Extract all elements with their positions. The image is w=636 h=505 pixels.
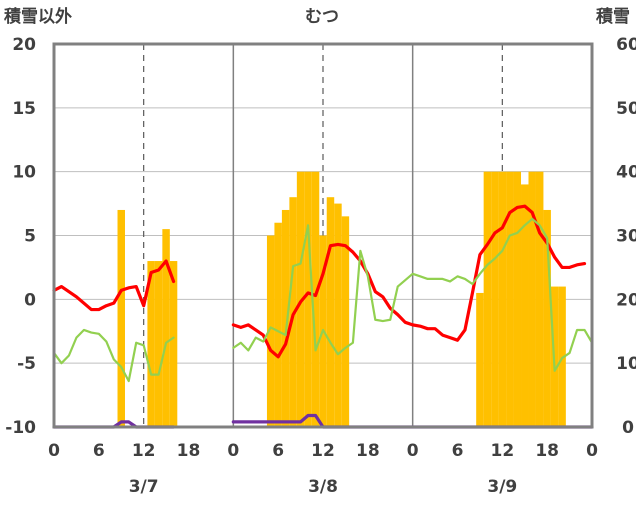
- snow-bar-0: [117, 209, 125, 427]
- snow-bar-2: [154, 261, 163, 427]
- snow-bar-25: [543, 209, 551, 427]
- plot-frame: [52, 42, 594, 429]
- x-tick-label: 12: [490, 441, 514, 461]
- right-tick-label: 40: [616, 163, 636, 183]
- snow-bar-7: [281, 209, 290, 427]
- x-tick-label: 6: [272, 441, 284, 461]
- right-axis-label: 積雪: [596, 6, 630, 27]
- snow-bar-5: [266, 235, 275, 427]
- series-1-line-0: [52, 328, 175, 383]
- snow-bar-24: [535, 171, 544, 427]
- series-0-line-1: [231, 204, 587, 359]
- snow-bar-11: [311, 171, 320, 427]
- x-tick-labels: 0 6 12 18 0 6 12 18 0 6 12 18 0: [48, 441, 598, 461]
- right-tick-label: 0: [622, 418, 634, 438]
- snow-bar-3: [162, 229, 170, 427]
- right-tick-label: 50: [616, 99, 636, 119]
- x-tick-label: 18: [177, 441, 201, 461]
- right-tick-label: 10: [616, 354, 636, 374]
- x-tick-label: 18: [535, 441, 559, 461]
- left-tick-label: 20: [12, 35, 36, 55]
- left-tick-labels: 20 15 10 5 0 -5 -10: [5, 35, 36, 438]
- snow-bar-20: [506, 171, 514, 427]
- right-tick-labels: 60 50 40 30 20 10 0: [616, 35, 636, 438]
- left-tick-label: 0: [24, 290, 36, 310]
- date-label: 3/7: [129, 477, 159, 497]
- date-label: 3/9: [487, 477, 517, 497]
- left-axis-label: 積雪以外: [4, 6, 72, 27]
- x-tick-label: 12: [311, 441, 335, 461]
- x-tick-label: 0: [407, 441, 419, 461]
- snow-bar-19: [498, 171, 507, 427]
- date-labels: 3/7 3/8 3/9: [129, 477, 518, 497]
- x-tick-label: 0: [227, 441, 239, 461]
- left-tick-label: 10: [12, 163, 36, 183]
- snow-bar-10: [304, 171, 312, 427]
- snow-bar-23: [528, 171, 536, 427]
- snow-bar-15: [341, 216, 350, 427]
- snow-bar-22: [521, 184, 529, 427]
- x-tick-label: 0: [586, 441, 598, 461]
- left-tick-label: 15: [12, 99, 36, 119]
- snow-bar-17: [483, 171, 492, 427]
- left-tick-label: -10: [5, 418, 36, 438]
- right-tick-label: 30: [616, 227, 636, 247]
- left-tick-label: 5: [24, 227, 36, 247]
- series-1-line-1: [232, 217, 594, 372]
- snow-bar-14: [334, 203, 342, 427]
- series-0-line-0: [52, 259, 176, 312]
- snow-bar-1: [147, 261, 155, 427]
- left-tick-label: -5: [17, 354, 36, 374]
- x-tick-label: 6: [93, 441, 105, 461]
- x-tick-label: 12: [132, 441, 156, 461]
- plot-border: [52, 42, 594, 429]
- date-label: 3/8: [308, 477, 338, 497]
- x-tick-label: 6: [452, 441, 464, 461]
- snow-bar-6: [274, 222, 282, 427]
- x-tick-label: 0: [48, 441, 60, 461]
- chart-title: むつ: [305, 7, 339, 27]
- snow-bar-18: [491, 171, 499, 427]
- snow-bar-4: [169, 261, 178, 427]
- snow-bar-13: [326, 197, 335, 427]
- right-tick-label: 60: [616, 35, 636, 55]
- x-tick-label: 18: [356, 441, 380, 461]
- snow-bar-9: [296, 171, 305, 427]
- snow-bar-21: [513, 171, 522, 427]
- right-tick-label: 20: [616, 290, 636, 310]
- snow-bar-16: [476, 292, 484, 427]
